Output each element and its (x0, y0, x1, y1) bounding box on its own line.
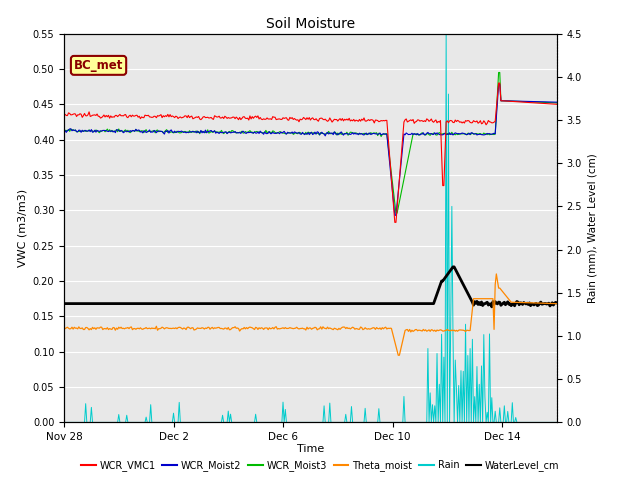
Theta_moist (105, 327, 113, 333)
Rain (442, 31, 450, 36)
WCR_Moist3 (495, 70, 502, 75)
Theta_moist (553, 301, 561, 307)
WaterLevel_cm (553, 300, 561, 306)
Theta_moist (84, 325, 92, 331)
WaterLevel_cm (351, 300, 359, 306)
WCR_Moist3 (177, 130, 184, 136)
WCR_Moist2 (105, 129, 113, 134)
WaterLevel_cm (488, 304, 495, 310)
Rain (346, 420, 354, 425)
WaterLevel_cm (346, 300, 354, 306)
WCR_VMC1 (177, 114, 184, 120)
WCR_Moist3 (392, 210, 400, 216)
Theta_moist (346, 326, 354, 332)
WaterLevel_cm (84, 300, 92, 306)
WCR_VMC1 (105, 112, 113, 118)
WCR_Moist3 (351, 130, 359, 136)
Theta_moist (177, 324, 184, 330)
Line: Theta_moist: Theta_moist (64, 274, 557, 355)
WaterLevel_cm (449, 264, 457, 270)
WCR_VMC1 (457, 119, 465, 125)
WCR_VMC1 (351, 118, 359, 124)
WaterLevel_cm (457, 277, 465, 283)
Y-axis label: VWC (m3/m3): VWC (m3/m3) (17, 189, 27, 267)
Line: WCR_VMC1: WCR_VMC1 (64, 83, 557, 222)
Theta_moist (351, 326, 359, 332)
WCR_Moist2 (346, 132, 354, 137)
Theta_moist (394, 352, 402, 358)
Line: WCR_Moist2: WCR_Moist2 (64, 84, 557, 215)
WCR_Moist3 (105, 129, 113, 134)
Rain (457, 368, 465, 373)
X-axis label: Time: Time (297, 444, 324, 454)
WCR_Moist2 (553, 99, 561, 105)
WCR_Moist3 (60, 127, 68, 133)
WaterLevel_cm (105, 300, 113, 306)
Line: Rain: Rain (64, 34, 557, 422)
Theta_moist (457, 327, 465, 333)
WCR_Moist2 (457, 131, 465, 136)
WCR_Moist3 (553, 100, 561, 106)
Line: WaterLevel_cm: WaterLevel_cm (64, 267, 557, 307)
Rain (553, 420, 561, 425)
Line: WCR_Moist3: WCR_Moist3 (64, 72, 557, 213)
WaterLevel_cm (60, 300, 68, 306)
Rain (105, 420, 113, 425)
WCR_VMC1 (391, 219, 399, 225)
WCR_Moist2 (391, 212, 399, 218)
Rain (351, 420, 359, 425)
Rain (177, 420, 184, 425)
WCR_VMC1 (346, 118, 354, 124)
WCR_Moist3 (84, 128, 92, 134)
WCR_Moist2 (351, 130, 359, 136)
WCR_Moist2 (84, 128, 92, 134)
Y-axis label: Rain (mm), Water Level (cm): Rain (mm), Water Level (cm) (588, 153, 598, 303)
WCR_Moist2 (495, 82, 502, 87)
WCR_Moist2 (177, 129, 184, 134)
WCR_VMC1 (495, 80, 502, 86)
WCR_Moist3 (457, 131, 465, 137)
WCR_VMC1 (60, 112, 68, 118)
Theta_moist (60, 327, 68, 333)
Legend: WCR_VMC1, WCR_Moist2, WCR_Moist3, Theta_moist, Rain, WaterLevel_cm: WCR_VMC1, WCR_Moist2, WCR_Moist3, Theta_… (77, 456, 563, 475)
Rain (84, 420, 92, 425)
Title: Soil Moisture: Soil Moisture (266, 17, 355, 31)
Theta_moist (493, 271, 500, 277)
Rain (60, 420, 68, 425)
WCR_VMC1 (84, 112, 92, 118)
WaterLevel_cm (177, 300, 184, 306)
WCR_VMC1 (553, 101, 561, 107)
WCR_Moist2 (60, 127, 68, 133)
WCR_Moist3 (346, 129, 354, 135)
Text: BC_met: BC_met (74, 59, 124, 72)
